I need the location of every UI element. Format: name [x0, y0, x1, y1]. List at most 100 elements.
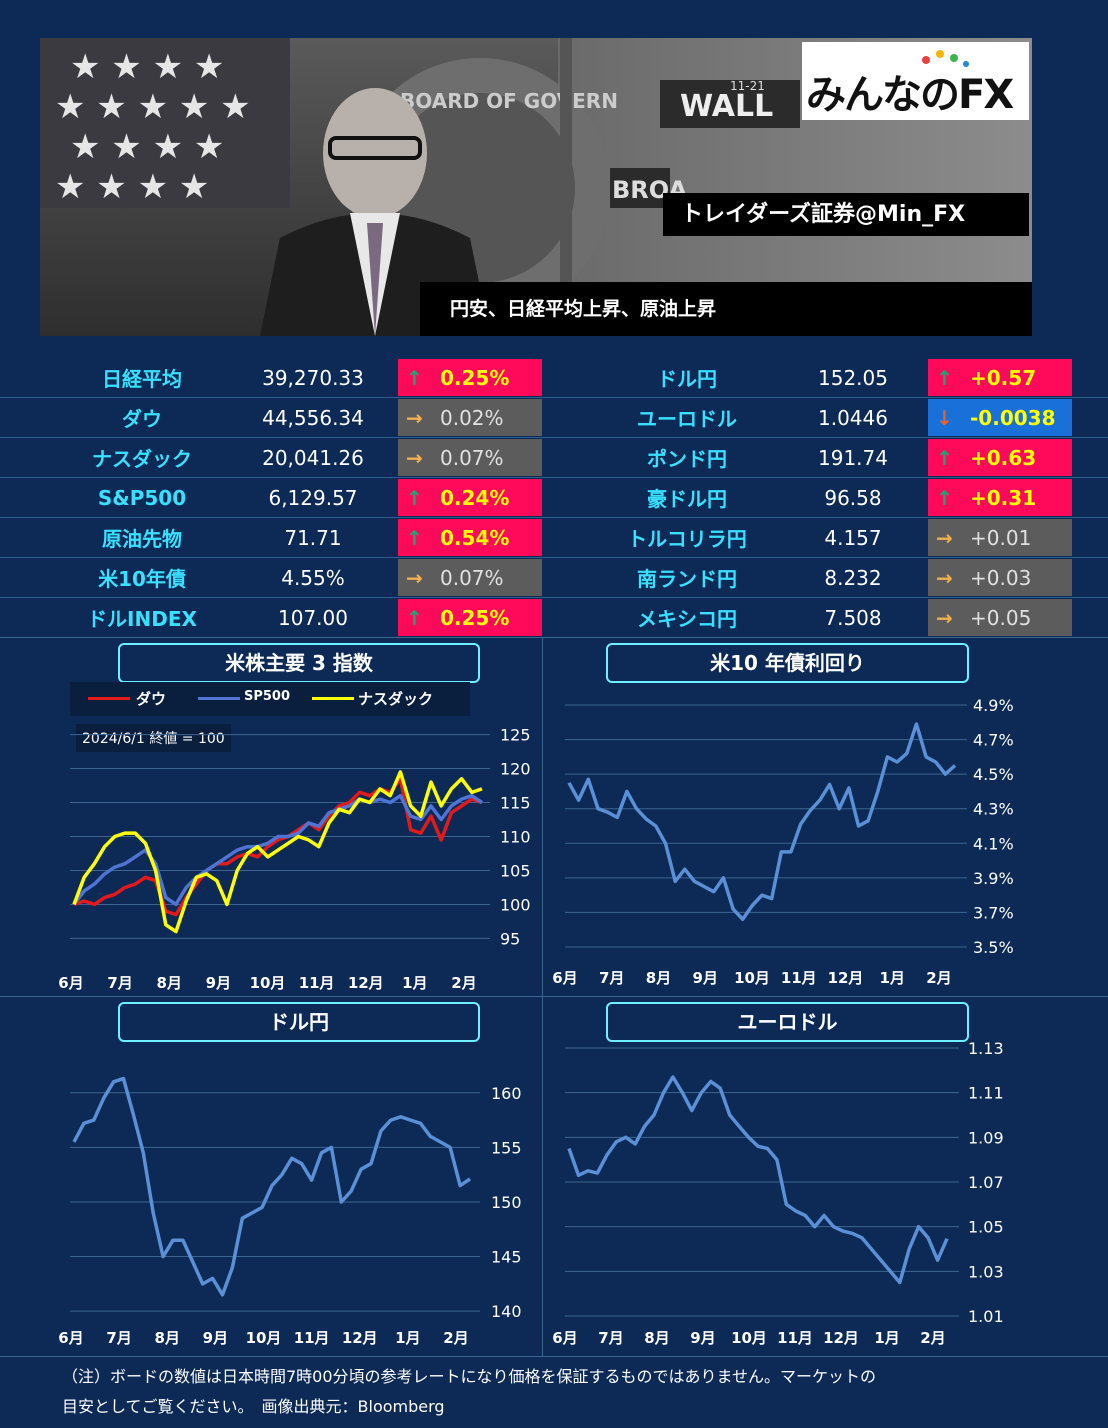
change-text: +0.31 [970, 485, 1037, 510]
x-tick-label: 11月 [299, 974, 335, 992]
chart-title: 米10 年債利回り [606, 643, 969, 683]
board-row: 米10年債 4.55% → 0.07% 南ランド円 8.232 → +0.03 [0, 557, 1108, 598]
left-instrument-value: 71.71 [228, 517, 398, 558]
change-text: 0.07% [440, 565, 504, 590]
change-text: +0.57 [970, 365, 1037, 390]
change-badge: → 0.02% [398, 399, 542, 436]
x-tick-label: 12月 [823, 1329, 859, 1347]
x-tick-label: 12月 [348, 974, 384, 992]
left-instrument-change: ↑ 0.54% [398, 517, 542, 558]
y-tick-label: 155 [491, 1138, 522, 1157]
left-instrument-change: ↑ 0.25% [398, 358, 542, 398]
series-line-0 [567, 722, 957, 922]
y-tick-label: 4.7% [973, 731, 1014, 750]
legend-swatch-dow [88, 697, 130, 700]
grid-divider-h1 [0, 637, 1108, 638]
photo-sign-wall: WALL [680, 89, 773, 124]
right-instrument-name: ドル円 [596, 358, 778, 398]
arrow-flat-icon: → [936, 605, 953, 630]
board-spacer [542, 358, 596, 398]
x-tick-label: 12月 [342, 1329, 378, 1347]
left-instrument-value: 44,556.34 [228, 397, 398, 438]
right-instrument-name: ポンド円 [596, 437, 778, 478]
change-badge: → 0.07% [398, 439, 542, 476]
change-text: +0.03 [970, 565, 1032, 590]
svg-text:★ ★ ★ ★: ★ ★ ★ ★ [55, 167, 209, 207]
y-tick-label: 4.3% [973, 800, 1014, 819]
y-tick-label: 125 [500, 726, 531, 745]
left-instrument-name: 米10年債 [56, 557, 228, 598]
left-instrument-change: ↑ 0.24% [398, 477, 542, 518]
y-tick-label: 3.7% [973, 903, 1014, 922]
x-tick-label: 2月 [926, 969, 951, 987]
series-line-1 [72, 793, 483, 907]
change-badge: → +0.01 [928, 519, 1072, 556]
left-instrument-name: S&P500 [56, 477, 228, 518]
board-spacer [1072, 397, 1108, 438]
change-badge: ↓ -0.0038 [928, 399, 1072, 436]
x-tick-label: 1月 [880, 969, 905, 987]
x-tick-label: 2月 [443, 1329, 468, 1347]
left-instrument-value: 6,129.57 [228, 477, 398, 518]
x-tick-label: 6月 [552, 969, 577, 987]
x-tick-label: 2月 [451, 974, 476, 992]
x-tick-label: 8月 [157, 974, 182, 992]
left-instrument-change: ↑ 0.25% [398, 597, 542, 638]
footer-note-line1: （注）ボードの数値は日本時間7時00分頃の参考レートになり価格を保証するものでは… [62, 1367, 877, 1386]
legend-label-nasdaq: ナスダック [358, 690, 434, 708]
change-badge: → +0.05 [928, 599, 1072, 636]
x-tick-label: 9月 [203, 1329, 228, 1347]
change-badge: ↑ 0.25% [398, 359, 542, 396]
x-tick-label: 9月 [693, 969, 718, 987]
svg-text:★ ★ ★ ★ ★: ★ ★ ★ ★ ★ [55, 87, 251, 127]
change-badge: → 0.07% [398, 559, 542, 596]
y-tick-label: 3.5% [973, 938, 1014, 957]
arrow-flat-icon: → [406, 405, 423, 430]
board-spacer [1072, 557, 1108, 598]
legend-label-dow: ダウ [136, 690, 167, 708]
y-tick-label: 115 [500, 794, 531, 813]
y-tick-label: 1.03 [968, 1262, 1004, 1281]
right-instrument-change: → +0.03 [928, 557, 1072, 598]
board-spacer [0, 477, 56, 518]
y-tick-label: 100 [500, 895, 531, 914]
y-tick-label: 1.13 [968, 1039, 1004, 1058]
change-text: 0.07% [440, 445, 504, 470]
right-instrument-value: 7.508 [778, 597, 928, 638]
x-tick-label: 1月 [874, 1329, 899, 1347]
right-instrument-name: メキシコ円 [596, 597, 778, 638]
change-text: 0.24% [440, 485, 510, 510]
x-tick-label: 11月 [294, 1329, 330, 1347]
footer-note-line2: 目安としてご覧ください。 画像出典元：Bloomberg [62, 1397, 445, 1416]
board-spacer [0, 557, 56, 598]
chart-title: ドル円 [118, 1002, 480, 1042]
y-tick-label: 4.5% [973, 765, 1014, 784]
photo-seal-text: BOARD OF GOVERN [400, 89, 618, 113]
change-badge: ↑ 0.54% [398, 519, 542, 556]
change-text: 0.54% [440, 525, 510, 550]
arrow-up-icon: ↑ [936, 365, 953, 390]
y-tick-label: 4.9% [973, 696, 1014, 715]
board-spacer [542, 477, 596, 518]
change-text: 0.25% [440, 365, 510, 390]
logo-text: みんなのFX [806, 72, 1014, 118]
y-tick-label: 1.07 [968, 1173, 1004, 1192]
left-instrument-name: 原油先物 [56, 517, 228, 558]
board-row: ダウ 44,556.34 → 0.02% ユーロドル 1.0446 ↓ -0.0038 [0, 397, 1108, 438]
photo-sign-small: 11-21 [730, 79, 765, 93]
left-instrument-value: 107.00 [228, 597, 398, 638]
x-tick-label: 7月 [599, 969, 624, 987]
x-tick-label: 7月 [598, 1329, 623, 1347]
y-tick-label: 1.05 [968, 1218, 1004, 1237]
board-spacer [542, 597, 596, 638]
right-instrument-value: 191.74 [778, 437, 928, 478]
board-spacer [0, 397, 56, 438]
grid-divider-h2 [0, 996, 1108, 997]
arrow-up-icon: ↑ [936, 445, 953, 470]
board-spacer [542, 437, 596, 478]
change-text: 0.25% [440, 605, 510, 630]
right-instrument-name: トルコリラ円 [596, 517, 778, 558]
y-tick-label: 95 [500, 929, 520, 948]
left-instrument-name: 日経平均 [56, 358, 228, 398]
right-instrument-change: ↑ +0.31 [928, 477, 1072, 518]
